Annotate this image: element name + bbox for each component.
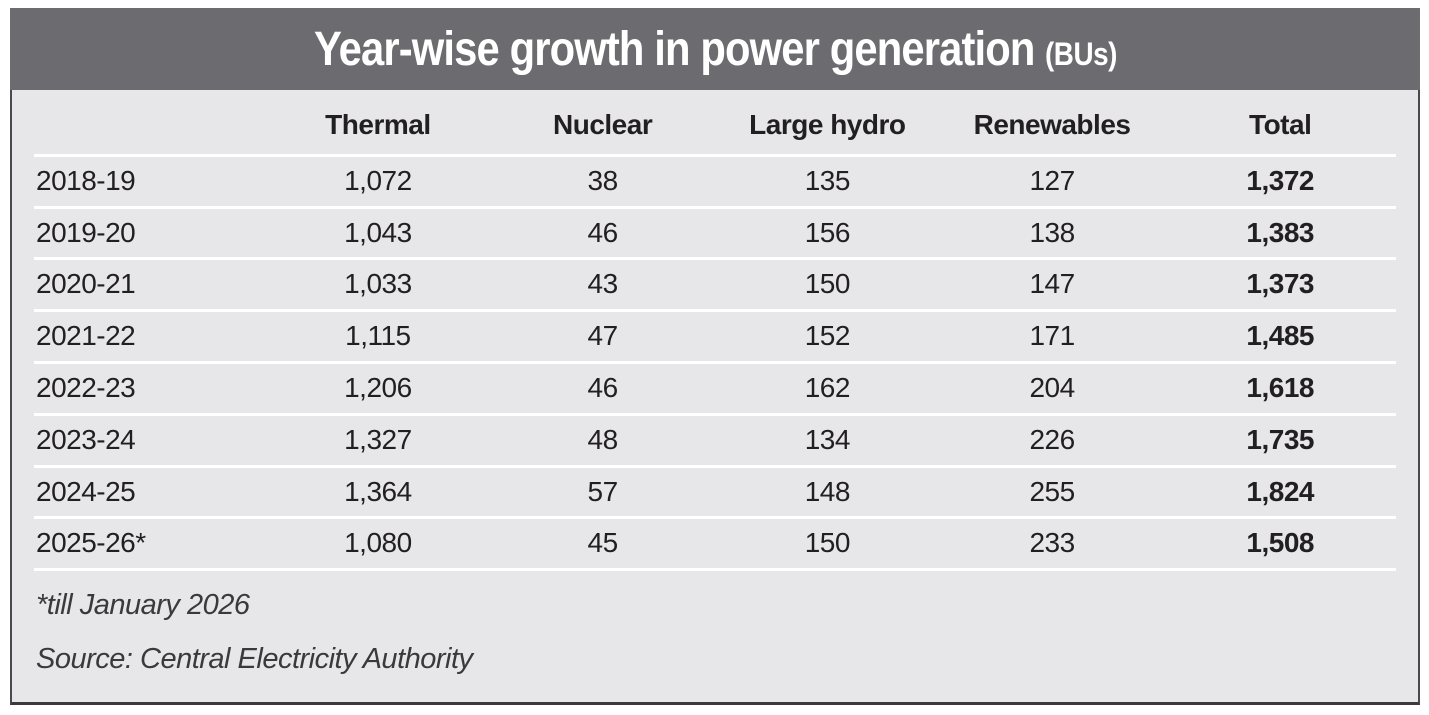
cell-total: 1,372 <box>1164 155 1396 209</box>
title-bar: Year-wise growth in power generation (BU… <box>10 8 1420 90</box>
cell-large-hydro: 150 <box>714 258 940 313</box>
title-unit-label: (BUs) <box>1044 35 1117 72</box>
cell-renewables: 147 <box>939 258 1165 313</box>
cell-renewables: 127 <box>939 155 1165 209</box>
cell-thermal: 1,043 <box>265 207 491 261</box>
power-generation-table: Thermal Nuclear Large hydro Renewables T… <box>34 90 1396 572</box>
cell-renewables: 255 <box>939 466 1165 520</box>
table-row: 2019-20 1,043 46 156 138 1,383 <box>34 207 1396 261</box>
cell-large-hydro: 148 <box>714 466 940 520</box>
cell-thermal: 1,206 <box>265 362 491 416</box>
cell-year: 2018-19 <box>34 155 266 209</box>
cell-total: 1,383 <box>1164 207 1396 261</box>
cell-nuclear: 48 <box>490 414 715 468</box>
cell-year: 2021-22 <box>34 310 266 364</box>
cell-thermal: 1,327 <box>265 414 491 468</box>
footnotes: *till January 2026 Source: Central Elect… <box>12 571 1418 702</box>
cell-renewables: 226 <box>939 414 1165 468</box>
cell-total: 1,508 <box>1164 517 1396 572</box>
cell-nuclear: 57 <box>490 466 715 520</box>
table-row: 2024-25 1,364 57 148 255 1,824 <box>34 466 1396 520</box>
table-row: 2022-23 1,206 46 162 204 1,618 <box>34 362 1396 416</box>
power-generation-table-card: Year-wise growth in power generation (BU… <box>10 8 1420 706</box>
column-header-thermal: Thermal <box>265 90 491 157</box>
title-group: Year-wise growth in power generation (BU… <box>313 22 1116 77</box>
cell-total: 1,735 <box>1164 414 1396 468</box>
cell-thermal: 1,080 <box>265 517 491 572</box>
column-header-nuclear: Nuclear <box>490 90 715 157</box>
page-title: Year-wise growth in power generation <box>313 22 1035 76</box>
cell-total: 1,824 <box>1164 466 1396 520</box>
cell-year: 2022-23 <box>34 362 266 416</box>
cell-renewables: 233 <box>939 517 1165 572</box>
cell-large-hydro: 150 <box>714 517 940 572</box>
column-header-year <box>34 90 266 157</box>
cell-large-hydro: 152 <box>714 310 940 364</box>
table-row: 2020-21 1,033 43 150 147 1,373 <box>34 258 1396 313</box>
cell-large-hydro: 135 <box>714 155 940 209</box>
cell-nuclear: 43 <box>490 258 715 313</box>
header-row: Thermal Nuclear Large hydro Renewables T… <box>34 90 1396 157</box>
table-panel: Thermal Nuclear Large hydro Renewables T… <box>10 90 1420 706</box>
cell-large-hydro: 156 <box>714 207 940 261</box>
cell-year: 2023-24 <box>34 414 266 468</box>
cell-nuclear: 45 <box>490 517 715 572</box>
column-header-total: Total <box>1164 90 1396 157</box>
cell-total: 1,618 <box>1164 362 1396 416</box>
cell-nuclear: 38 <box>490 155 715 209</box>
cell-large-hydro: 162 <box>714 362 940 416</box>
table-row: 2021-22 1,115 47 152 171 1,485 <box>34 310 1396 364</box>
cell-nuclear: 47 <box>490 310 715 364</box>
column-header-renewables: Renewables <box>939 90 1165 157</box>
cell-year: 2019-20 <box>34 207 266 261</box>
cell-total: 1,373 <box>1164 258 1396 313</box>
cell-total: 1,485 <box>1164 310 1396 364</box>
footnote-asterisk: *till January 2026 <box>36 589 250 622</box>
table-row: 2025-26* 1,080 45 150 233 1,508 <box>34 517 1396 572</box>
table-row: 2023-24 1,327 48 134 226 1,735 <box>34 414 1396 468</box>
cell-thermal: 1,115 <box>265 310 491 364</box>
cell-nuclear: 46 <box>490 207 715 261</box>
column-header-large-hydro: Large hydro <box>714 90 940 157</box>
cell-thermal: 1,364 <box>265 466 491 520</box>
cell-renewables: 138 <box>939 207 1165 261</box>
cell-large-hydro: 134 <box>714 414 940 468</box>
cell-year: 2020-21 <box>34 258 266 313</box>
cell-thermal: 1,033 <box>265 258 491 313</box>
cell-year: 2025-26* <box>34 517 266 572</box>
cell-renewables: 204 <box>939 362 1165 416</box>
cell-year: 2024-25 <box>34 466 266 520</box>
cell-renewables: 171 <box>939 310 1165 364</box>
cell-thermal: 1,072 <box>265 155 491 209</box>
footnote-source: Source: Central Electricity Authority <box>36 643 473 676</box>
table-row: 2018-19 1,072 38 135 127 1,372 <box>34 155 1396 209</box>
cell-nuclear: 46 <box>490 362 715 416</box>
